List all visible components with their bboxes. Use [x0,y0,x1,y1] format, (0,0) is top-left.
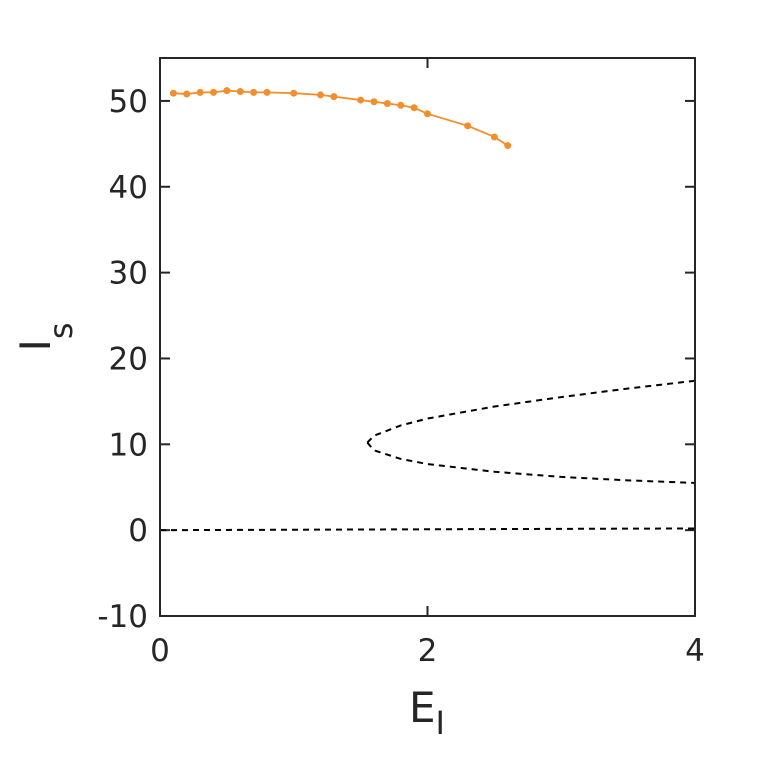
y-tick-label: 0 [128,513,148,549]
point [383,99,391,107]
point [424,110,431,118]
series-line [366,441,696,484]
y-label-main: I [11,339,60,351]
point [504,142,512,150]
point [210,88,217,96]
plot-frame [159,57,696,617]
point [370,98,378,106]
x-axis-label: EI [409,683,445,742]
series-line [366,379,696,444]
x-tick-label: 2 [418,633,438,669]
point [410,104,418,112]
x-tick-label: 4 [685,633,705,669]
series-line [159,527,696,532]
x-tick-label: 0 [150,633,170,669]
y-label-sub: s [42,322,80,339]
point [183,90,191,98]
y-tick-label: 50 [109,84,148,120]
point [223,87,231,95]
y-axis-label: Is [11,322,80,351]
point [250,88,258,96]
point [357,96,365,104]
point [397,101,405,109]
point [464,122,472,130]
point [330,93,338,101]
x-label-main: E [409,683,436,732]
y-tick-label: -10 [97,599,148,635]
point [490,133,498,141]
x-label-sub: I [436,704,445,742]
y-tick-label: 20 [109,341,148,377]
y-tick-label: 30 [109,256,148,292]
point [263,88,271,96]
point [196,88,204,96]
point [169,89,177,97]
point [236,87,244,95]
y-tick-label: 40 [109,170,148,206]
point [290,89,298,97]
point [317,91,324,99]
y-tick-label: 10 [109,427,148,463]
